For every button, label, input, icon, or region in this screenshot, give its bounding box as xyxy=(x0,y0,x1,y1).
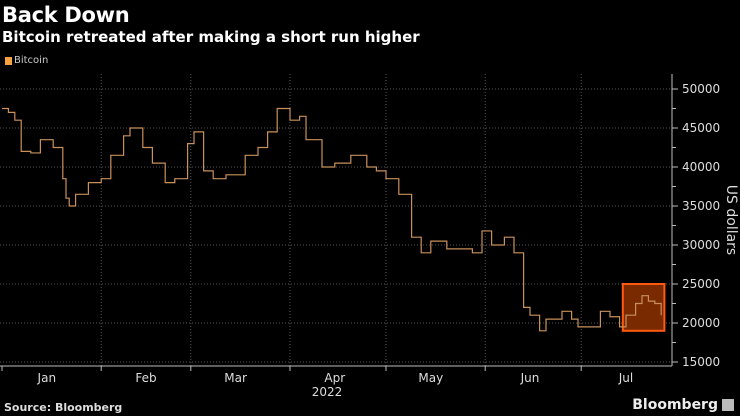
x-tick-label: Jun xyxy=(520,371,540,385)
y-tick-label: 30000 xyxy=(682,238,720,252)
series-line-bitcoin xyxy=(2,107,662,332)
y-axis-label: US dollars xyxy=(723,185,739,255)
x-tick-label: Apr xyxy=(324,371,345,385)
source-note: Source: Bloomberg xyxy=(4,401,123,414)
y-tick-label: 40000 xyxy=(682,160,720,174)
x-tick-label: Feb xyxy=(135,371,156,385)
legend-label: Bitcoin xyxy=(14,55,49,66)
y-tick-label: 45000 xyxy=(682,121,720,135)
x-axis-label: 2022 xyxy=(312,385,343,399)
chart-title: Back Down xyxy=(2,3,130,27)
legend: Bitcoin xyxy=(5,55,48,66)
y-tick-label: 20000 xyxy=(682,316,720,330)
y-tick-label: 50000 xyxy=(682,82,720,96)
logo-text: Bloomberg xyxy=(632,397,718,413)
legend-swatch xyxy=(5,56,12,65)
highlight-box xyxy=(621,283,666,332)
y-tick-label: 25000 xyxy=(682,277,720,291)
x-tick-label: Jul xyxy=(618,371,633,385)
chart-icon xyxy=(722,399,734,411)
x-tick-label: Mar xyxy=(224,371,247,385)
x-tick-label: Jan xyxy=(37,371,57,385)
x-tick-label: May xyxy=(418,371,443,385)
bloomberg-logo: Bloomberg xyxy=(632,397,734,413)
grid xyxy=(0,74,678,371)
y-tick-label: 35000 xyxy=(682,199,720,213)
chart-subtitle: Bitcoin retreated after making a short r… xyxy=(2,28,420,46)
y-tick-label: 15000 xyxy=(682,355,720,369)
